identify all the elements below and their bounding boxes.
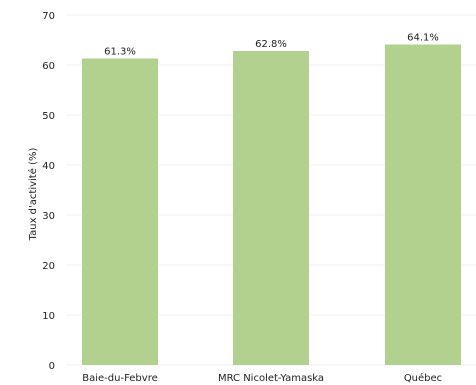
x-tick-label-qu-bec: Québec [404,372,442,384]
y-axis-ticks: 0 10 20 30 40 50 60 70 [42,11,55,372]
y-tick-label-60: 60 [42,61,55,72]
bar-mrc-nicolet-yamaska [233,51,309,365]
y-tick-label-10: 10 [42,311,55,322]
y-axis-title: Taux d'activité (%) [27,148,39,242]
bar-baie-du-febvre [82,58,158,365]
y-tick-label-50: 50 [42,111,55,122]
x-tick-label-baie-du-febvre: Baie-du-Febvre [82,373,158,384]
value-labels: 61.3% 62.8% 64.1% [104,33,439,58]
y-tick-label-70: 70 [42,11,55,22]
bar-qu-bec [385,44,461,365]
x-axis-ticks: Baie-du-Febvre MRC Nicolet-Yamaska Québec [82,372,442,384]
y-tick-label-30: 30 [42,211,55,222]
y-tick-label-40: 40 [42,161,55,172]
x-tick-label-mrc-nicolet-yamaska: MRC Nicolet-Yamaska [218,373,324,384]
value-label-mrc-nicolet-yamaska: 62.8% [255,39,287,50]
value-label-baie-du-febvre: 61.3% [104,47,136,58]
value-label-qu-bec: 64.1% [407,33,439,44]
y-tick-label-0: 0 [49,361,55,372]
bars [82,44,461,365]
y-tick-label-20: 20 [42,261,55,272]
